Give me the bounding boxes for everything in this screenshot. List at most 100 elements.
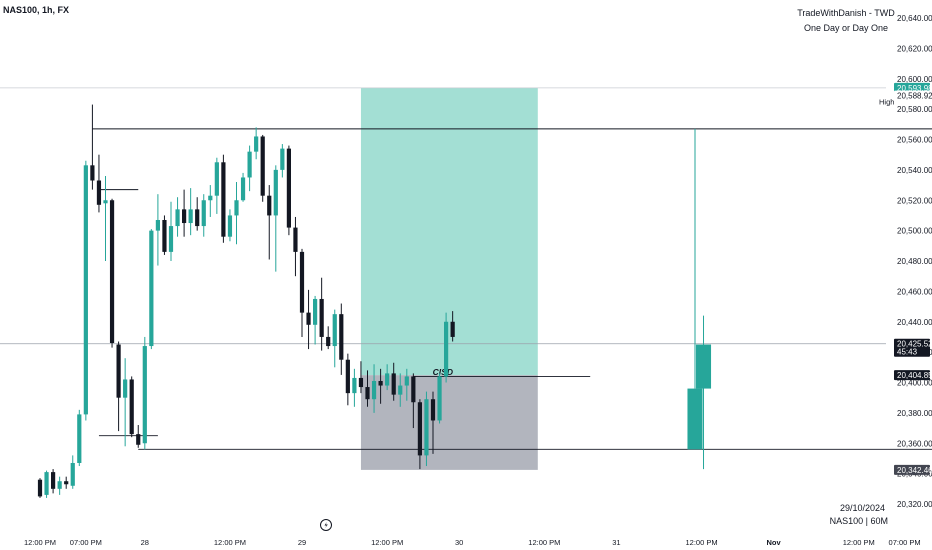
candle-body[interactable]	[123, 379, 128, 398]
candle-body[interactable]	[201, 200, 206, 227]
profit-zone[interactable]	[360, 87, 538, 376]
candle-body[interactable]	[299, 251, 305, 313]
candle-body[interactable]	[77, 414, 82, 463]
candle-body[interactable]	[430, 399, 436, 421]
candle-body[interactable]	[411, 376, 416, 403]
candle-body[interactable]	[142, 346, 147, 444]
y-tick-label: 20,380.00	[897, 409, 932, 418]
candle-body[interactable]	[450, 321, 455, 337]
candle-body[interactable]	[326, 336, 331, 347]
x-tick-label: 12:00 PM	[371, 538, 403, 547]
x-tick-label: 12:00 PM	[214, 538, 246, 547]
horizontal-levels: CISD	[0, 87, 932, 450]
candle-body[interactable]	[358, 377, 364, 388]
candle-body[interactable]	[339, 314, 344, 360]
candle-body[interactable]	[109, 200, 115, 344]
candle-body[interactable]	[444, 321, 449, 377]
footer-date: 29/10/2024	[840, 503, 885, 513]
price-label: 20,425.52	[897, 340, 932, 349]
x-tick-label: 12:00 PM	[24, 538, 56, 547]
candle-body[interactable]	[345, 359, 350, 394]
x-tick-label: 12:00 PM	[685, 538, 717, 547]
projected-candle[interactable]	[695, 344, 712, 389]
candle-body[interactable]	[103, 200, 108, 204]
time-axis: 12:00 PM 07:00 PM 28 12:00 PM 29 12:00 PM 30 12…	[24, 538, 921, 547]
candle-body[interactable]	[168, 226, 174, 252]
candle-body[interactable]	[214, 162, 219, 196]
candle-body[interactable]	[149, 230, 154, 347]
x-tick-label: 07:00 PM	[70, 538, 102, 547]
x-tick-label: 12:00 PM	[843, 538, 875, 547]
candle-body[interactable]	[247, 151, 252, 178]
candle-body[interactable]	[319, 298, 324, 337]
y-tick-label: 20,620.00	[897, 44, 932, 53]
candle-body[interactable]	[51, 472, 56, 489]
candle-body[interactable]	[96, 180, 102, 205]
candle-body[interactable]	[313, 298, 318, 325]
candle-body[interactable]	[221, 162, 226, 237]
candle-body[interactable]	[385, 373, 390, 386]
x-tick-label: 31	[612, 538, 620, 547]
price-label: 20,404.85	[897, 371, 932, 380]
candle-body[interactable]	[208, 195, 213, 201]
x-tick-label: 28	[141, 538, 149, 547]
candle-body[interactable]	[260, 136, 265, 196]
candle-body[interactable]	[129, 379, 134, 435]
candle-body[interactable]	[286, 148, 291, 228]
candle-body[interactable]	[365, 387, 370, 400]
countdown-label: 45:43	[897, 348, 918, 357]
candle-body[interactable]	[240, 177, 246, 201]
candle-body[interactable]	[404, 376, 409, 386]
candle-body[interactable]	[136, 434, 141, 445]
y-tick-label: 20,520.00	[897, 196, 932, 205]
y-tick-label: 20,400.00	[897, 379, 932, 388]
price-label-bg	[894, 464, 930, 475]
candle-body[interactable]	[155, 219, 160, 231]
candle-body[interactable]	[273, 169, 278, 216]
candle-body[interactable]	[254, 136, 259, 152]
candle-body[interactable]	[182, 209, 187, 224]
candle-body[interactable]	[417, 402, 422, 456]
y-tick-label: 20,360.00	[897, 439, 932, 448]
candle-body[interactable]	[188, 209, 193, 224]
candle-body[interactable]	[352, 377, 357, 394]
candle-body[interactable]	[332, 314, 337, 347]
candle-body[interactable]	[306, 312, 311, 325]
candle-body[interactable]	[424, 399, 429, 456]
candle-body[interactable]	[64, 481, 69, 485]
y-tick-label: 20,580.00	[897, 105, 932, 114]
candle-body[interactable]	[234, 200, 239, 216]
price-label: 20,342.46	[897, 466, 932, 475]
projected-candle[interactable]	[687, 388, 703, 450]
candle-body[interactable]	[44, 472, 49, 495]
candle-body[interactable]	[175, 209, 180, 227]
y-tick-label: 20,500.00	[897, 227, 932, 236]
price-label: 20,593.98	[897, 84, 932, 93]
candle-body[interactable]	[280, 148, 285, 170]
candle-body[interactable]	[371, 380, 377, 400]
candle-body[interactable]	[195, 209, 200, 227]
candle-body[interactable]	[391, 373, 396, 395]
candle-body[interactable]	[267, 195, 272, 216]
candle-body[interactable]	[116, 344, 121, 398]
loss-zone[interactable]	[360, 375, 538, 470]
candle-body[interactable]	[83, 165, 88, 415]
candle-body[interactable]	[57, 481, 62, 489]
candles	[37, 104, 712, 498]
candle-body[interactable]	[293, 227, 298, 252]
candle-body[interactable]	[437, 376, 442, 421]
annotation-cisd: CISD	[433, 367, 453, 377]
candle-body[interactable]	[70, 462, 75, 486]
replay-icon[interactable]	[320, 519, 332, 531]
candle-body[interactable]	[90, 165, 95, 181]
candle-body[interactable]	[37, 479, 43, 497]
candle-body[interactable]	[378, 380, 383, 386]
price-label-bg	[894, 370, 930, 381]
y-tick-label: 20,320.00	[897, 500, 932, 509]
y-tick-label: 20,560.00	[897, 136, 932, 145]
candle-body[interactable]	[398, 385, 403, 395]
candle-body[interactable]	[227, 215, 233, 237]
candle-body[interactable]	[162, 219, 167, 252]
